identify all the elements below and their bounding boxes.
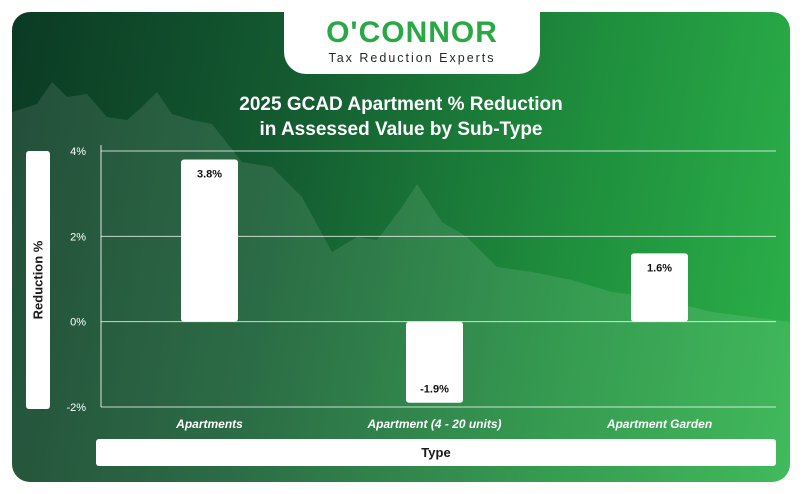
data-label: 1.6%: [647, 262, 672, 274]
x-category-label: Apartments: [175, 417, 243, 431]
chart-card: O'CONNOR Tax Reduction Experts 2025 GCAD…: [12, 12, 790, 482]
y-tick-label: 2%: [70, 231, 86, 243]
data-label: -1.9%: [420, 384, 449, 396]
y-tick-label: -2%: [66, 402, 86, 414]
bar-0: [181, 159, 238, 322]
chart-title-line-1: 2025 GCAD Apartment % Reduction: [239, 94, 563, 115]
brand-tagline: Tax Reduction Experts: [328, 51, 496, 65]
x-category-label: Apartment (4 - 20 units): [366, 417, 501, 431]
bar-2: [631, 253, 688, 322]
chart-plot: 4% 2% 0% -2% 3.8% Apartments -1.9% Apartment (4…: [66, 145, 776, 431]
data-label: 3.8%: [197, 169, 222, 181]
chart-title-line-2: in Assessed Value by Sub-Type: [259, 119, 543, 140]
x-axis-label-box: Type: [96, 439, 776, 466]
x-axis-label: Type: [421, 445, 451, 460]
brand-logo: O'CONNOR: [326, 16, 498, 49]
logo-header: O'CONNOR Tax Reduction Experts: [284, 12, 540, 74]
y-axis-label-box: [26, 151, 50, 409]
bar-1: [406, 321, 463, 403]
y-tick-label: 4%: [70, 146, 86, 158]
y-tick-label: 0%: [70, 317, 86, 329]
chart-title: 2025 GCAD Apartment % Reduction in Asses…: [12, 92, 790, 142]
x-category-label: Apartment Garden: [606, 417, 712, 431]
